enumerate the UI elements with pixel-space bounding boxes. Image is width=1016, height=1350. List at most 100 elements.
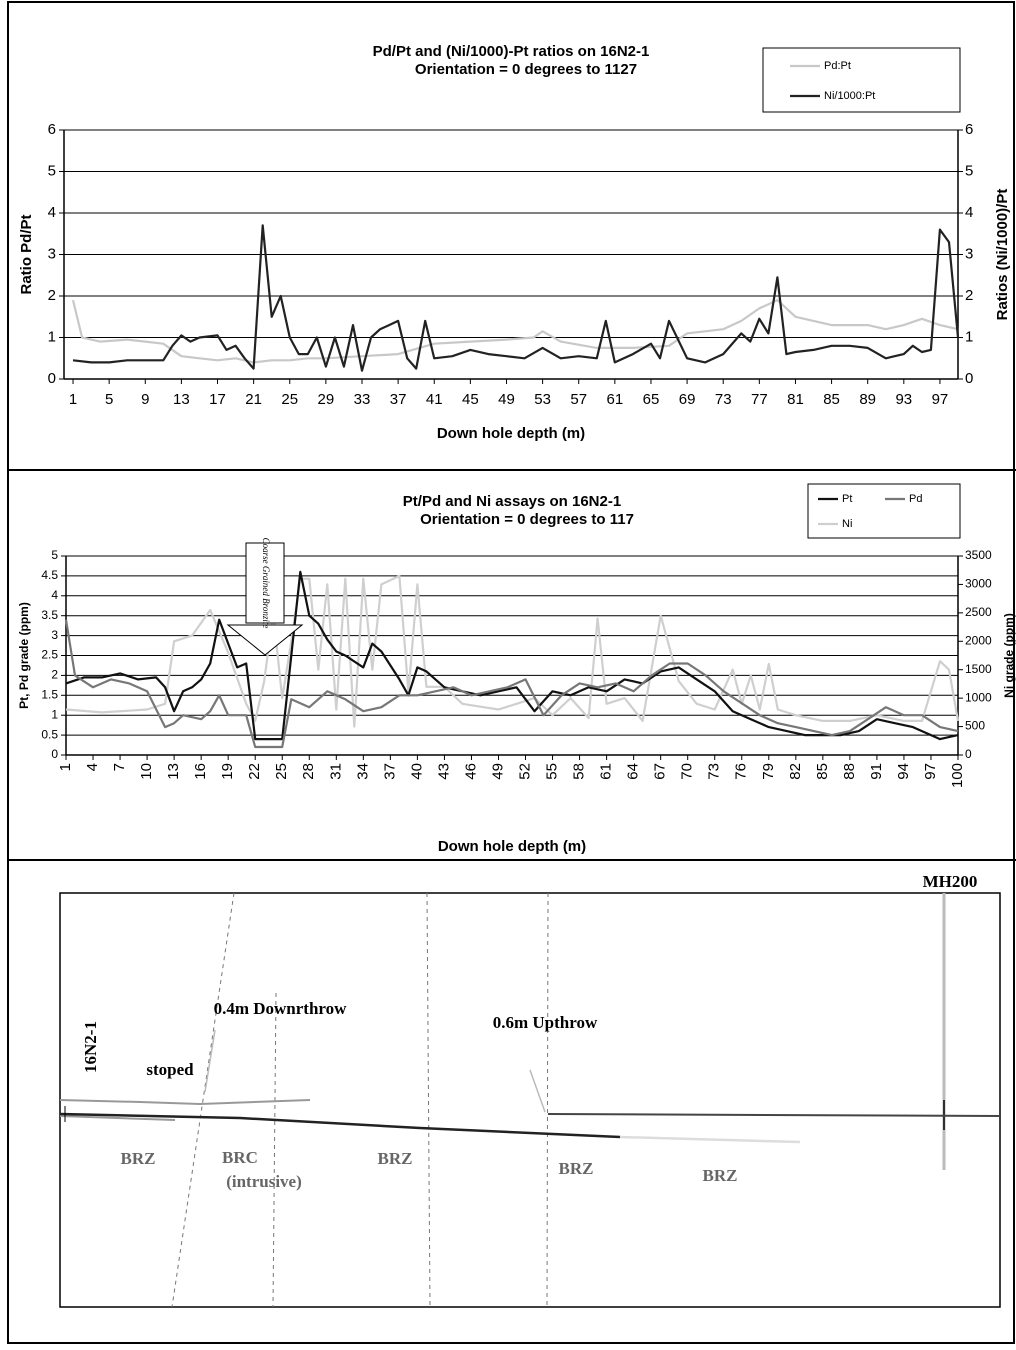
legend-box xyxy=(807,483,961,539)
x-tick-label: 97 xyxy=(922,763,939,780)
y2-tick-label: 4 xyxy=(965,204,973,221)
x-tick-label: 82 xyxy=(787,763,804,780)
x-tick-label: 5 xyxy=(105,391,113,408)
x-tick-label: 53 xyxy=(534,391,551,408)
y2-tick-label: 1 xyxy=(965,328,973,345)
y-tick-label: 4 xyxy=(48,204,56,221)
x-tick-label: 41 xyxy=(426,391,443,408)
y-axis-label: Pt, Pd grade (ppm) xyxy=(17,602,31,709)
label: 0.4m Downrthrow xyxy=(214,999,348,1018)
y-tick-label: 4.5 xyxy=(41,568,58,582)
x-axis-label: Down hole depth (m) xyxy=(438,838,586,855)
x-tick-label: 43 xyxy=(435,763,452,780)
x-tick-label: 19 xyxy=(219,763,236,780)
x-tick-label: 22 xyxy=(246,763,263,780)
reef-line xyxy=(59,1115,176,1121)
x-tick-label: 4 xyxy=(84,763,101,771)
y2-tick-label: 500 xyxy=(965,719,985,733)
x-tick-label: 58 xyxy=(571,763,588,780)
legend-label: Pd:Pt xyxy=(824,60,851,72)
x-tick-label: 28 xyxy=(300,763,317,780)
y-axis-label: Ratio Pd/Pt xyxy=(18,214,35,294)
label: MH200 xyxy=(923,872,978,891)
x-tick-label: 9 xyxy=(141,391,149,408)
x-tick-label: 13 xyxy=(173,391,190,408)
y-tick-label: 1.5 xyxy=(41,687,58,701)
label: 0.6m Upthrow xyxy=(493,1013,598,1032)
x-tick-label: 52 xyxy=(516,763,533,780)
series-line xyxy=(71,299,959,364)
y2-tick-label: 2 xyxy=(965,287,973,304)
label: BRZ xyxy=(378,1149,413,1168)
fault-line xyxy=(171,892,235,1308)
x-tick-label: 85 xyxy=(814,763,831,780)
x-tick-label: 88 xyxy=(841,763,858,780)
y-tick-label: 1 xyxy=(51,707,58,721)
y2-tick-label: 2000 xyxy=(965,633,992,647)
y2-axis-label: Ni grade (ppm) xyxy=(1002,613,1016,698)
x-tick-label: 25 xyxy=(281,391,298,408)
x-tick-label: 64 xyxy=(625,763,642,780)
y2-tick-label: 5 xyxy=(965,162,973,179)
x-tick-label: 94 xyxy=(895,763,912,780)
label: BRZ xyxy=(703,1166,738,1185)
label: (intrusive) xyxy=(226,1172,302,1191)
x-axis-label: Down hole depth (m) xyxy=(437,425,585,442)
x-tick-label: 16 xyxy=(192,763,209,780)
y-tick-label: 2 xyxy=(51,668,58,682)
label: BRZ xyxy=(121,1149,156,1168)
frame xyxy=(7,1,1015,1344)
x-tick-label: 17 xyxy=(209,391,226,408)
fault-line xyxy=(426,892,431,1308)
y-tick-label: 0 xyxy=(51,747,58,761)
x-tick-label: 13 xyxy=(165,763,182,780)
x-tick-label: 34 xyxy=(354,763,371,780)
chart-subtitle: Orientation = 0 degrees to 1127 xyxy=(415,61,637,78)
x-tick-label: 77 xyxy=(751,391,768,408)
y-tick-label: 2 xyxy=(48,287,56,304)
x-tick-label: 31 xyxy=(327,763,344,780)
legend-label: Ni xyxy=(842,518,852,530)
y-tick-label: 6 xyxy=(48,121,56,138)
x-tick-label: 49 xyxy=(498,391,515,408)
x-tick-label: 37 xyxy=(381,763,398,780)
legend-box xyxy=(762,47,961,113)
y2-tick-label: 1500 xyxy=(965,662,992,676)
x-tick-label: 69 xyxy=(679,391,696,408)
x-tick-label: 61 xyxy=(598,763,615,780)
y-tick-label: 0.5 xyxy=(41,727,58,741)
x-tick-label: 21 xyxy=(245,391,262,408)
reef-line xyxy=(619,1135,801,1144)
cross-section: 16N2-1 stoped 0.4m Downrthrow 0.6m Upthr… xyxy=(59,872,1001,1308)
label: 16N2-1 xyxy=(81,1021,100,1073)
chart-title: Pd/Pt and (Ni/1000)-Pt ratios on 16N2-1 xyxy=(373,43,650,60)
chart-title: Pt/Pd and Ni assays on 16N2-1 xyxy=(403,493,621,510)
y-tick-label: 3.5 xyxy=(41,608,58,622)
x-tick-label: 1 xyxy=(57,763,74,771)
legend-label: Ni/1000:Pt xyxy=(824,90,875,102)
series-line xyxy=(65,574,960,728)
x-tick-label: 97 xyxy=(932,391,949,408)
fault-line xyxy=(272,992,277,1308)
y2-tick-label: 0 xyxy=(965,370,973,387)
y2-tick-label: 3500 xyxy=(965,548,992,562)
legend-label: Pd xyxy=(909,493,922,505)
annotation-arrow xyxy=(226,624,304,656)
x-tick-label: 100 xyxy=(949,763,966,788)
x-tick-label: 73 xyxy=(706,763,723,780)
y-tick-label: 5 xyxy=(48,162,56,179)
x-tick-label: 55 xyxy=(544,763,561,780)
y-tick-label: 3 xyxy=(51,628,58,642)
label: BRC xyxy=(222,1148,258,1167)
y-tick-label: 5 xyxy=(51,548,58,562)
x-tick-label: 73 xyxy=(715,391,732,408)
leader xyxy=(204,1029,216,1093)
y2-tick-label: 6 xyxy=(965,121,973,138)
series-line xyxy=(72,224,960,372)
annotation-box xyxy=(245,542,285,624)
chart-subtitle: Orientation = 0 degrees to 117 xyxy=(420,511,634,528)
y-tick-label: 0 xyxy=(48,370,56,387)
x-tick-label: 91 xyxy=(868,763,885,780)
x-tick-label: 33 xyxy=(354,391,371,408)
